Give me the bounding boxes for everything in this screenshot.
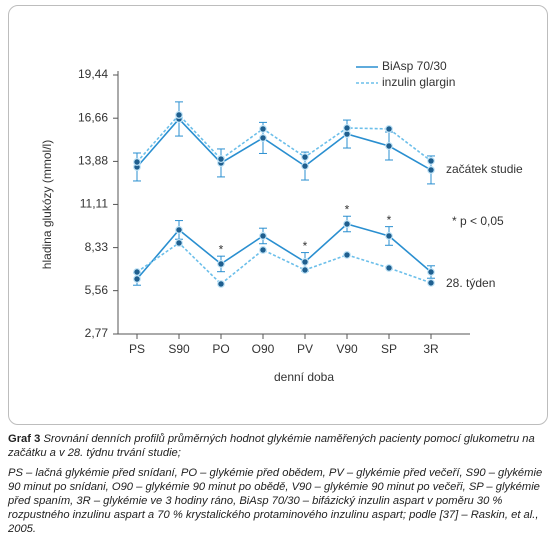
data-point xyxy=(301,162,309,170)
data-point xyxy=(133,158,141,166)
data-point xyxy=(301,153,309,161)
significance-mark: * xyxy=(303,239,308,253)
data-point xyxy=(343,220,351,228)
y-tick-label: 13,88 xyxy=(78,154,108,168)
annotation: * p < 0,05 xyxy=(452,214,504,228)
x-tick-label: V90 xyxy=(336,342,358,356)
caption-text: Srovnání denních profilů průměrných hodn… xyxy=(8,433,535,459)
y-tick-label: 5,56 xyxy=(85,283,109,297)
data-point xyxy=(343,124,351,132)
y-tick-label: 8,33 xyxy=(85,240,109,254)
legend-label: inzulin glargin xyxy=(382,75,455,89)
data-point xyxy=(427,278,435,287)
significance-mark: * xyxy=(219,242,224,256)
y-tick-label: 16,66 xyxy=(78,110,108,124)
data-point xyxy=(385,142,393,150)
caption-title: Graf 3 Srovnání denních profilů průměrný… xyxy=(8,432,544,460)
data-point xyxy=(385,264,393,272)
data-point xyxy=(259,232,267,240)
caption: Graf 3 Srovnání denních profilů průměrný… xyxy=(8,432,544,542)
x-tick-label: 3R xyxy=(423,342,439,356)
data-point xyxy=(217,280,225,288)
data-point xyxy=(427,268,435,276)
data-point xyxy=(259,134,267,142)
data-point xyxy=(175,111,183,119)
y-tick-label: 2,77 xyxy=(85,326,109,340)
data-point xyxy=(301,266,309,274)
caption-label: Graf 3 xyxy=(8,433,41,445)
data-point xyxy=(133,268,141,276)
x-axis-label: denní doba xyxy=(274,370,334,384)
caption-legend: PS – lačná glykémie před snídaní, PO – g… xyxy=(8,467,543,535)
data-point xyxy=(427,157,435,165)
data-point xyxy=(343,251,351,259)
legend-label: BiAsp 70/30 xyxy=(382,59,447,73)
series-line xyxy=(136,113,432,163)
data-point xyxy=(175,226,183,234)
data-point xyxy=(217,155,225,163)
data-point xyxy=(259,246,267,254)
data-point xyxy=(385,232,393,240)
significance-mark: * xyxy=(387,213,392,227)
data-point xyxy=(175,239,183,247)
x-tick-label: SP xyxy=(381,342,397,356)
x-tick-label: PO xyxy=(212,342,229,356)
group-label: začátek studie xyxy=(446,162,523,176)
data-point xyxy=(217,260,225,268)
data-point xyxy=(133,275,141,283)
data-point xyxy=(301,258,309,266)
chart: 2,77 5,56 8,33 11,11 13,88 16,66 19,44 PS S90 PO O… xyxy=(40,59,523,384)
series-line xyxy=(136,241,432,286)
data-point xyxy=(385,125,393,133)
x-tick-label: S90 xyxy=(168,342,190,356)
x-tick-label: PV xyxy=(297,342,313,356)
chart-panel xyxy=(8,5,548,425)
y-tick-label: 11,11 xyxy=(80,197,109,211)
x-tick-label: O90 xyxy=(252,342,275,356)
data-point xyxy=(427,166,435,174)
significance-mark: * xyxy=(345,202,350,216)
group-label: 28. týden xyxy=(446,276,495,290)
series-line xyxy=(136,117,432,171)
x-tick-label: PS xyxy=(129,342,145,356)
series-line xyxy=(136,223,432,280)
y-axis-label: hladina glukózy (mmol/l) xyxy=(40,140,54,269)
data-point xyxy=(259,125,267,133)
y-tick-label: 19,44 xyxy=(78,67,108,81)
